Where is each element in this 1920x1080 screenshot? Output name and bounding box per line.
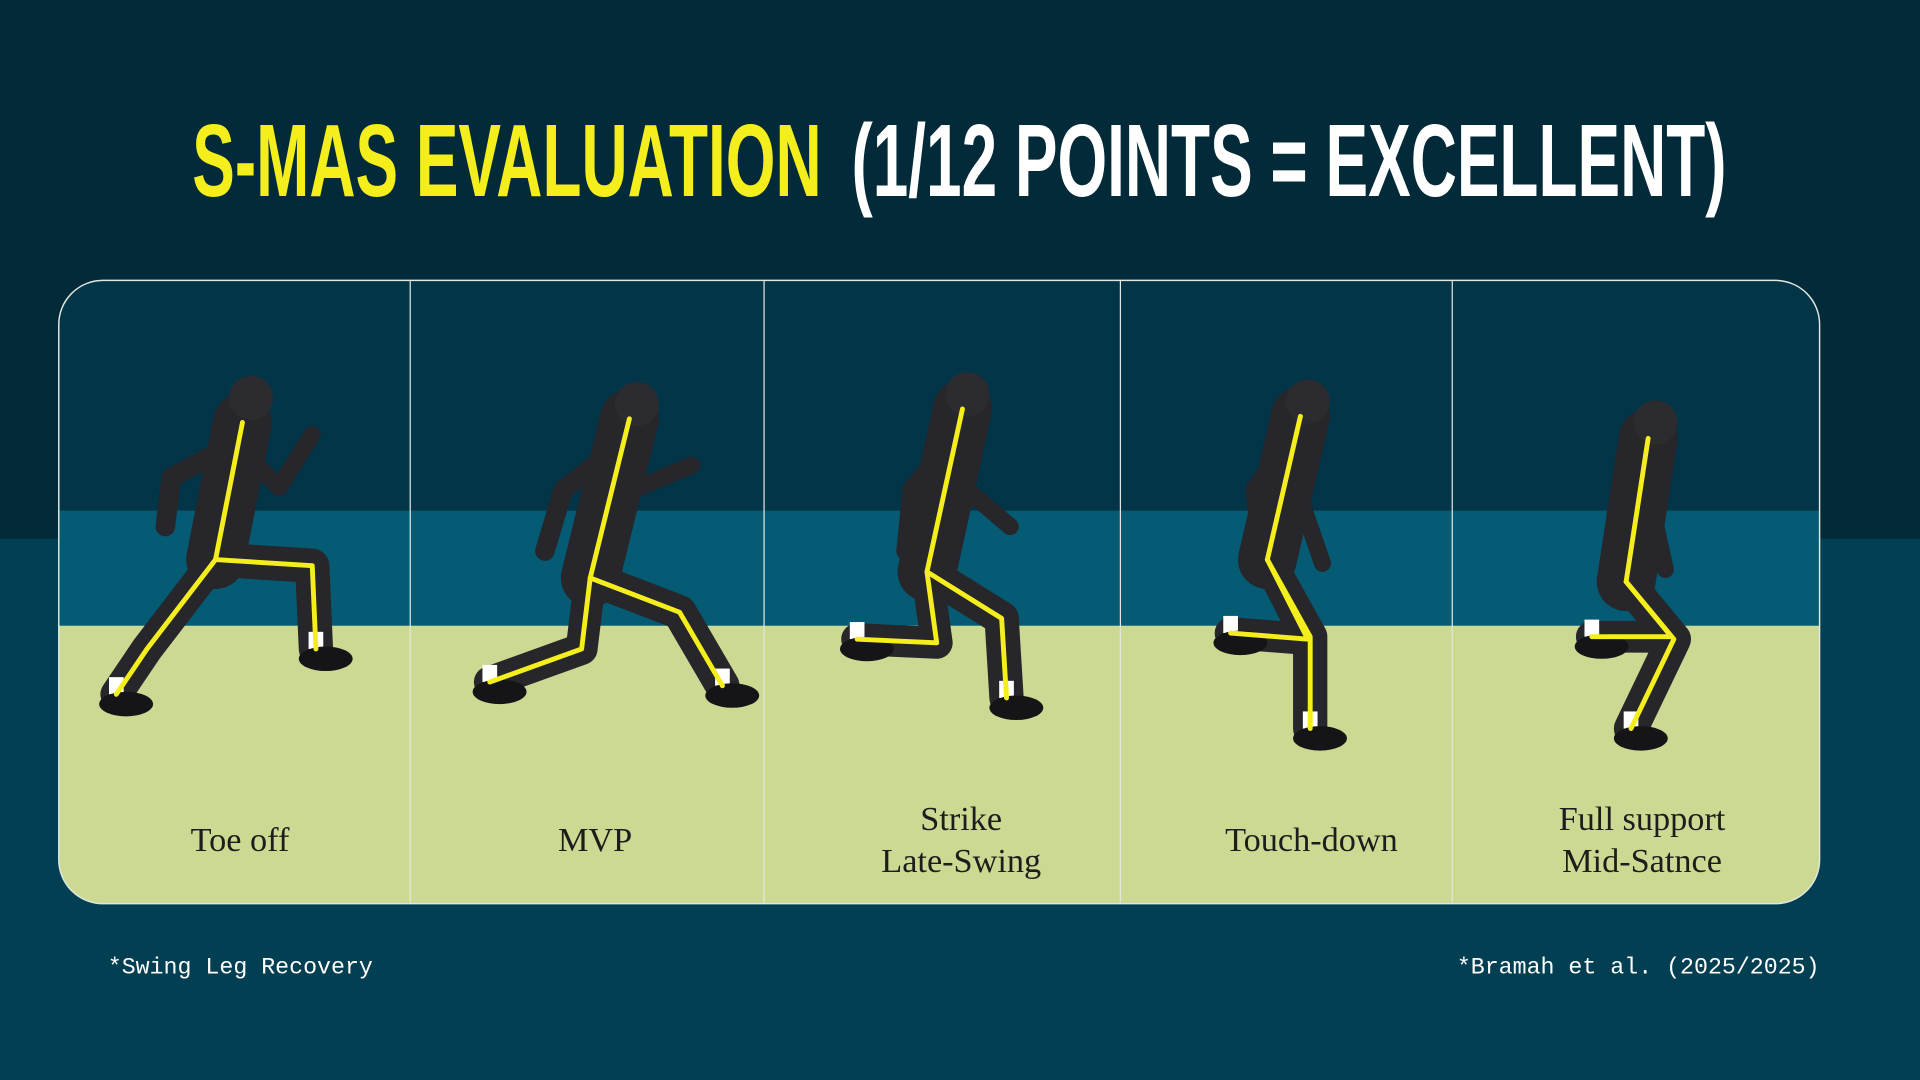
title-highlight: S-MAS EVALUATION — [192, 103, 821, 218]
shoe — [705, 683, 760, 708]
arm — [609, 438, 701, 496]
phase-label: Strike Late-Swing — [881, 800, 1041, 880]
title: S-MAS EVALUATION (1/12 POINTS = EXCELLEN… — [192, 103, 1726, 218]
marker-line — [213, 557, 319, 652]
marker-line — [113, 557, 218, 697]
marker-line — [924, 569, 1009, 701]
shoe — [1574, 634, 1629, 659]
phase-label-line: Full support — [1559, 800, 1726, 838]
phase-label-line: MVP — [558, 821, 632, 859]
arm — [941, 434, 1019, 536]
arm — [896, 433, 961, 561]
band-ground — [58, 625, 1820, 904]
head — [1285, 379, 1330, 424]
phase-label-line: Late-Swing — [881, 842, 1041, 880]
phase-label: Toe off — [191, 821, 290, 859]
figures — [99, 372, 1692, 751]
marker-line — [587, 575, 725, 689]
marker-line — [924, 406, 965, 575]
head — [228, 375, 274, 420]
arm — [155, 433, 245, 537]
marker-line — [587, 416, 632, 581]
runner — [472, 382, 760, 708]
shoe — [1613, 726, 1668, 751]
footnote-left: *Swing Leg Recovery — [108, 954, 373, 980]
marker-line — [487, 575, 593, 685]
panel-border — [58, 279, 1821, 905]
runner — [1213, 379, 1347, 751]
runner — [1574, 400, 1692, 751]
shoe — [99, 691, 154, 717]
shoe — [989, 695, 1044, 720]
marker-line — [1623, 435, 1651, 585]
arm — [1245, 437, 1296, 549]
arm — [226, 426, 321, 496]
shoe — [472, 679, 527, 705]
head — [614, 382, 659, 427]
marker-line — [854, 569, 940, 646]
phase-labels: Toe off MVP Strike Late-Swing Touch-down Full… — [191, 800, 1726, 880]
phase-label: Full support Mid-Satnce — [1559, 800, 1726, 880]
title-rest: (1/12 POINTS = EXCELLENT) — [852, 103, 1727, 218]
phase-label: MVP — [558, 821, 632, 859]
sock — [482, 664, 498, 683]
sock — [1223, 615, 1238, 634]
marker-line — [213, 420, 245, 563]
marker-line — [1264, 413, 1303, 563]
shoe — [840, 636, 894, 662]
phase-label-line: Strike — [920, 800, 1002, 838]
shoe — [298, 646, 353, 672]
phase-label-line: Mid-Satnce — [1562, 842, 1722, 880]
sock — [1584, 619, 1600, 637]
runner — [840, 372, 1044, 720]
arm — [535, 437, 629, 561]
arm — [1606, 455, 1657, 561]
sock — [849, 622, 865, 640]
marker-line — [1228, 557, 1311, 642]
footnote-right: *Bramah et al. (2025/2025) — [1457, 954, 1820, 980]
phase-label-line: Touch-down — [1225, 821, 1398, 859]
head — [945, 372, 990, 417]
marker-line — [1589, 579, 1674, 640]
shoe — [1293, 726, 1347, 751]
head — [1633, 400, 1678, 445]
dividers — [409, 280, 1453, 904]
phase-label-line: Toe off — [191, 821, 290, 859]
runner — [99, 375, 353, 717]
phase-label: Touch-down — [1225, 821, 1398, 859]
arm — [1638, 456, 1674, 578]
